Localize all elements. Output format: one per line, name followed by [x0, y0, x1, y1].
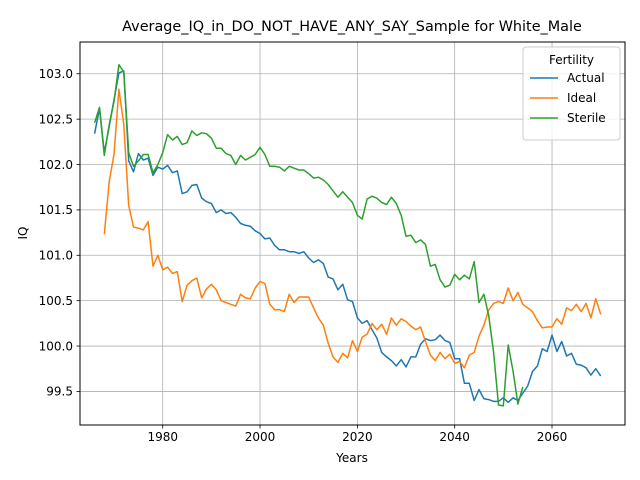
x-tick-label: 1980 — [147, 430, 178, 444]
chart-title: Average_IQ_in_DO_NOT_HAVE_ANY_SAY_Sample… — [122, 19, 582, 35]
y-tick-label: 103.0 — [39, 67, 73, 81]
legend-entries: Actual Ideal Sterile — [530, 71, 606, 125]
series-line-ideal — [103, 88, 602, 369]
y-tick-label: 99.5 — [46, 385, 73, 399]
y-axis-label: IQ — [16, 227, 30, 240]
y-tick-label: 101.5 — [39, 203, 73, 217]
plot-lines — [93, 63, 602, 407]
y-tick-label: 102.5 — [39, 112, 73, 126]
x-tick-label: 2020 — [342, 430, 373, 444]
y-tick-label: 100.0 — [39, 339, 73, 353]
series-line-sterile — [93, 63, 524, 407]
legend-title: Fertility — [549, 53, 594, 67]
y-tick-label: 102.0 — [39, 158, 73, 172]
legend-box — [522, 46, 621, 141]
x-axis-label: Years — [335, 451, 368, 465]
legend-label-actual: Actual — [567, 71, 605, 85]
legend-label-sterile: Sterile — [567, 111, 606, 125]
legend: Fertility Actual Ideal Sterile — [522, 46, 621, 141]
legend-label-ideal: Ideal — [567, 91, 596, 105]
y-tick-label: 100.5 — [39, 294, 73, 308]
axis-ticks: 1980 2000 2020 2040 2060 99.5 100.0 100.5 101.0 1… — [39, 67, 568, 444]
series-line-actual — [93, 70, 602, 404]
x-tick-label: 2000 — [245, 430, 276, 444]
x-tick-label: 2060 — [537, 430, 568, 444]
x-tick-label: 2040 — [439, 430, 470, 444]
y-tick-label: 101.0 — [39, 249, 73, 263]
plot-frame — [79, 41, 626, 426]
